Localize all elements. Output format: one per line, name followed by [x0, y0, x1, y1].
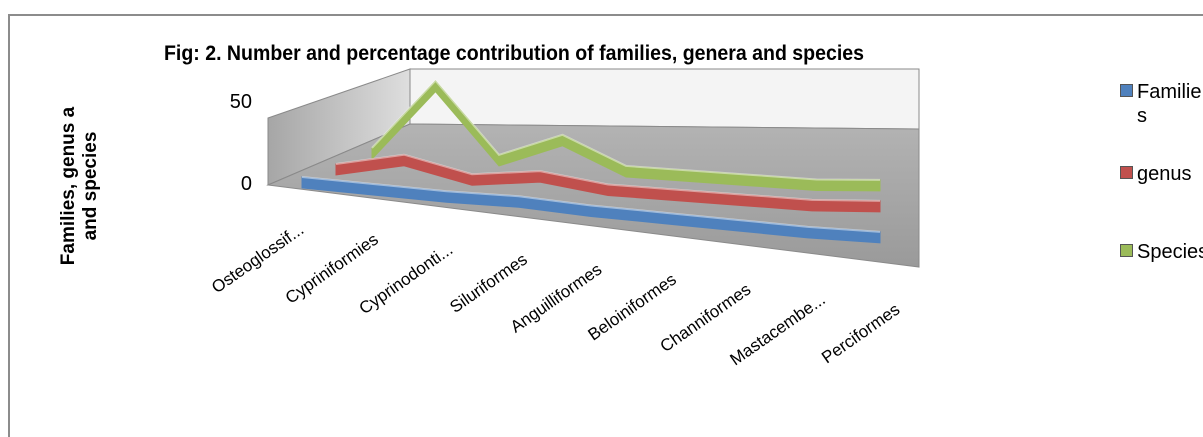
legend-label-wrap: s	[1137, 105, 1147, 127]
series-ribbon-genus	[335, 154, 881, 213]
series-layer	[301, 79, 881, 244]
y-tick-label: 0	[241, 173, 252, 195]
legend-swatch	[1120, 84, 1133, 97]
legend-item-genus: genus	[1120, 162, 1203, 186]
series-species	[371, 79, 881, 192]
chart-title: Fig: 2. Number and percentage contributi…	[164, 42, 864, 65]
legend-swatch	[1120, 166, 1133, 179]
legend-item-families: Familie s	[1120, 80, 1203, 128]
x-tick-label: Siluriformes	[446, 250, 530, 317]
legend-item-species: Species	[1120, 240, 1203, 264]
legend-label: genus	[1137, 163, 1192, 185]
series-top-edge-families	[301, 175, 881, 233]
series-top-edge-species	[371, 79, 881, 181]
series-ribbon-species	[371, 79, 881, 192]
series-ribbon-families	[301, 176, 881, 244]
series-genus	[335, 153, 881, 213]
series-families	[301, 175, 881, 244]
series-top-edge-genus	[335, 153, 881, 202]
legend-label: Familie	[1137, 81, 1202, 103]
back-wall	[409, 68, 920, 130]
legend-swatch	[1120, 244, 1133, 257]
y-ticks-layer: 50 0	[230, 91, 252, 195]
y-tick-label: 50	[230, 91, 252, 113]
x-tick-label: Perciformes	[818, 300, 903, 368]
legend-label: Species	[1137, 241, 1203, 263]
